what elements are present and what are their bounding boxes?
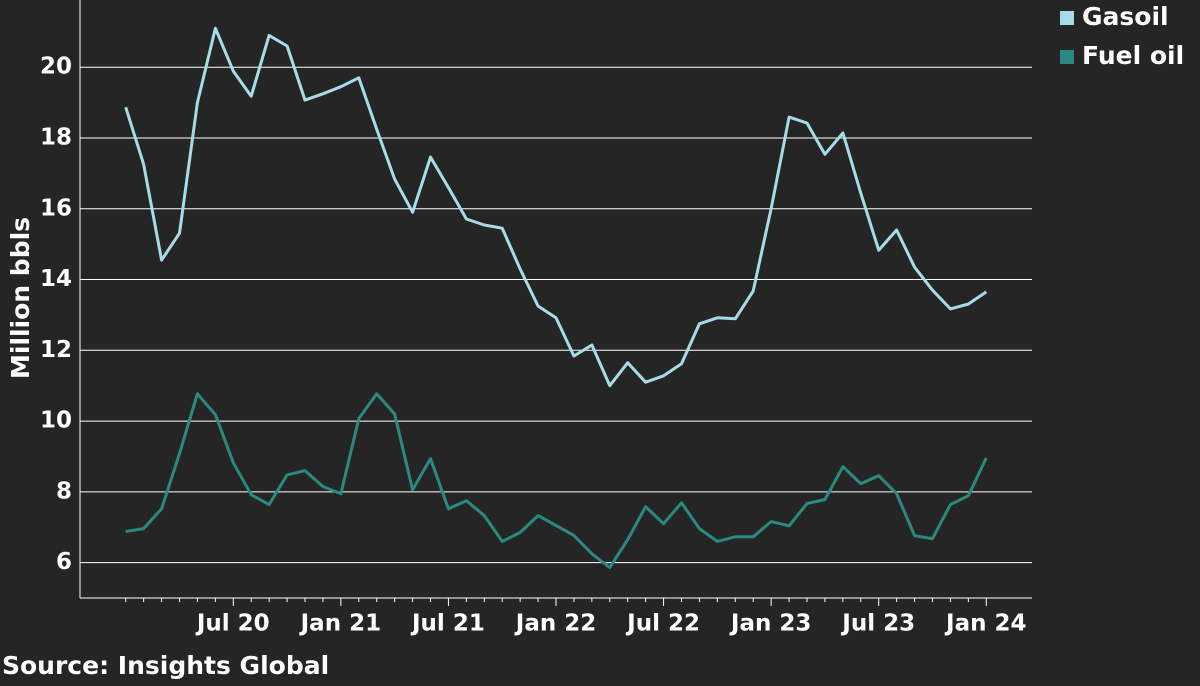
legend-swatch (1060, 50, 1074, 64)
legend-label: Gasoil (1082, 2, 1169, 31)
x-tick-label: Jul 22 (625, 611, 700, 637)
y-tick-label: 18 (40, 125, 72, 151)
legend-swatch (1060, 11, 1074, 25)
x-tick-label: Jul 20 (195, 611, 270, 637)
legend-label: Fuel oil (1082, 41, 1184, 70)
series-line (125, 392, 988, 570)
series-line (124, 26, 988, 388)
y-tick-label: 20 (40, 54, 72, 80)
x-tick-label: Jul 23 (840, 611, 915, 637)
x-tick-label: Jul 21 (410, 611, 485, 637)
x-tick-label: Jan 23 (729, 611, 811, 637)
y-tick-label: 6 (56, 549, 72, 575)
x-tick-label: Jan 22 (514, 611, 596, 637)
y-tick-label: 16 (40, 195, 72, 221)
y-tick-label: 14 (40, 266, 72, 292)
y-tick-label: 8 (56, 478, 72, 504)
y-tick-label: 12 (40, 337, 72, 363)
x-tick-label: Jan 24 (944, 611, 1026, 637)
source-note: Source: Insights Global (2, 651, 329, 680)
y-axis-label: Million bbls (6, 217, 35, 379)
x-tick-label: Jan 21 (299, 611, 381, 637)
y-tick-label: 10 (40, 408, 72, 434)
